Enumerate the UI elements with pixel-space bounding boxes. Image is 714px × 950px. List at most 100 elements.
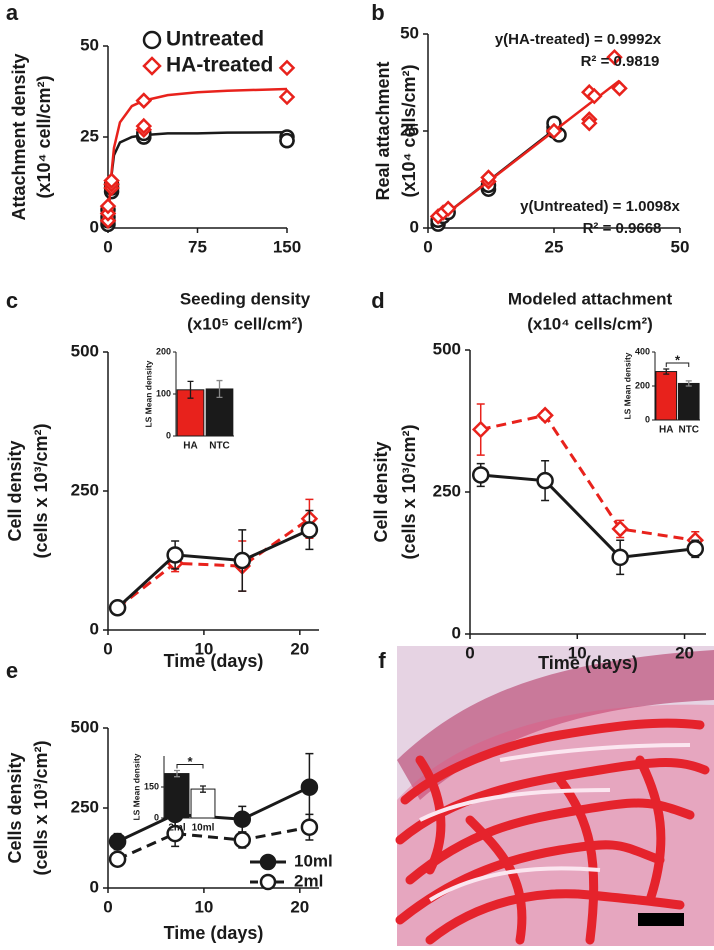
significance-bracket	[176, 763, 204, 769]
x-axis-label: Time (days)	[164, 651, 264, 671]
panel-letter: f	[378, 648, 386, 673]
marker	[586, 87, 603, 105]
x-tick-label: 20	[290, 897, 309, 916]
x-tick-label: 25	[545, 237, 564, 256]
inset-bar	[677, 382, 700, 421]
legend-label: 2ml	[294, 871, 323, 890]
y-axis-label: Cells density	[5, 752, 25, 863]
inset-y-tick-label: 0	[645, 414, 650, 424]
inset-category-label: HA	[183, 441, 197, 452]
scale-bar	[638, 913, 684, 926]
x-tick-label: 20	[290, 639, 309, 658]
panel-letter: d	[371, 288, 384, 313]
inset-error-bar	[216, 379, 223, 399]
fit-line	[106, 131, 288, 229]
inset-error-bar	[200, 785, 206, 793]
fit-line	[437, 79, 621, 222]
y-axis-label: (cells x 10³/cm²)	[31, 740, 51, 875]
x-tick-label: 0	[103, 639, 112, 658]
legend-marker	[142, 30, 162, 50]
marker	[108, 599, 127, 617]
marker	[536, 406, 554, 425]
inset-y-tick-label: 200	[635, 380, 650, 390]
panel-letter: c	[6, 288, 18, 313]
marker	[135, 92, 153, 109]
inset-y-axis-label: LS Mean density	[131, 753, 141, 820]
x-tick-label: 0	[423, 237, 432, 256]
marker	[606, 49, 623, 66]
y-axis-label: Cell density	[371, 441, 391, 542]
marker	[471, 466, 490, 484]
x-tick-label: 10	[568, 643, 587, 662]
legend-label: 10ml	[294, 851, 333, 870]
y-tick-label: 0	[452, 623, 461, 642]
significance-bracket	[665, 362, 690, 367]
chart-title: (x10⁵ cell/cm²)	[187, 314, 303, 333]
panel-letter: b	[371, 0, 384, 25]
y-axis-label: Cell density	[5, 440, 25, 541]
annotation: y(HA-treated) = 0.9992x	[495, 31, 662, 48]
annotation: R² = 0.9819	[581, 53, 660, 70]
gaps	[419, 743, 691, 902]
marker	[233, 551, 252, 570]
legend-label: Untreated	[166, 28, 264, 51]
x-tick-label: 10	[194, 897, 213, 916]
series-line	[116, 517, 311, 609]
marker	[611, 520, 629, 538]
x-tick-label: 0	[103, 237, 112, 256]
marker	[233, 831, 252, 849]
legend-label: HA-treated	[166, 54, 273, 77]
significance-label: *	[187, 754, 193, 769]
series-line	[480, 413, 696, 542]
marker	[439, 200, 457, 217]
y-axis-label: (x10⁴ cell/cm²)	[34, 76, 54, 199]
inset-y-tick-label: 400	[635, 346, 650, 356]
inset-bar	[655, 371, 678, 421]
marker	[103, 172, 120, 189]
marker	[166, 546, 184, 564]
marker	[300, 521, 319, 539]
y-axis-label: (cells x 10³/cm²)	[399, 424, 419, 559]
inset-category-label: NTC	[209, 441, 230, 452]
inset-category-label: HA	[659, 425, 673, 436]
inset-y-axis-label: LS Mean density	[622, 352, 632, 419]
y-axis-label: (x10⁴ cells/cm²)	[399, 65, 419, 198]
inset-y-tick-label: 0	[154, 812, 159, 822]
x-tick-label: 50	[671, 237, 690, 256]
annotation: y(Untreated) = 1.0098x	[520, 198, 680, 215]
y-tick-label: 50	[400, 23, 419, 42]
marker	[611, 548, 629, 567]
legend-marker	[259, 873, 277, 891]
chart-title: (x10⁴ cells/cm²)	[527, 314, 653, 333]
inset-y-tick-label: 150	[144, 781, 159, 791]
significance-label: *	[675, 352, 681, 367]
inset-category-label: 10ml	[192, 823, 215, 834]
y-tick-label: 500	[433, 339, 461, 358]
y-tick-label: 250	[71, 797, 99, 816]
x-tick-label: 0	[465, 643, 474, 662]
y-tick-label: 50	[80, 35, 99, 54]
inset-bar	[190, 788, 216, 819]
series-line	[480, 473, 696, 559]
marker	[108, 832, 127, 851]
inset-y-tick-label: 100	[156, 388, 171, 398]
y-tick-label: 0	[90, 619, 99, 638]
y-tick-label: 0	[410, 217, 419, 236]
inset-bar	[164, 773, 190, 819]
x-tick-label: 10	[194, 639, 213, 658]
chart-title: Modeled attachment	[508, 289, 673, 308]
legend-marker	[259, 853, 277, 871]
y-tick-label: 250	[71, 480, 99, 499]
x-tick-label: 20	[675, 643, 694, 662]
marker	[536, 471, 554, 490]
panel-letter: e	[6, 658, 18, 683]
annotation: R² = 0.9668	[583, 220, 662, 237]
chart-title: Seeding density	[180, 289, 311, 308]
x-axis-label: Time (days)	[538, 653, 638, 673]
y-axis-label: (cells x 10³/cm²)	[31, 423, 51, 558]
inset-error-bar	[187, 380, 194, 399]
inset-error-bar	[174, 769, 180, 778]
y-tick-label: 0	[90, 217, 99, 236]
marker	[300, 818, 319, 836]
inset-error-bar	[685, 380, 692, 387]
